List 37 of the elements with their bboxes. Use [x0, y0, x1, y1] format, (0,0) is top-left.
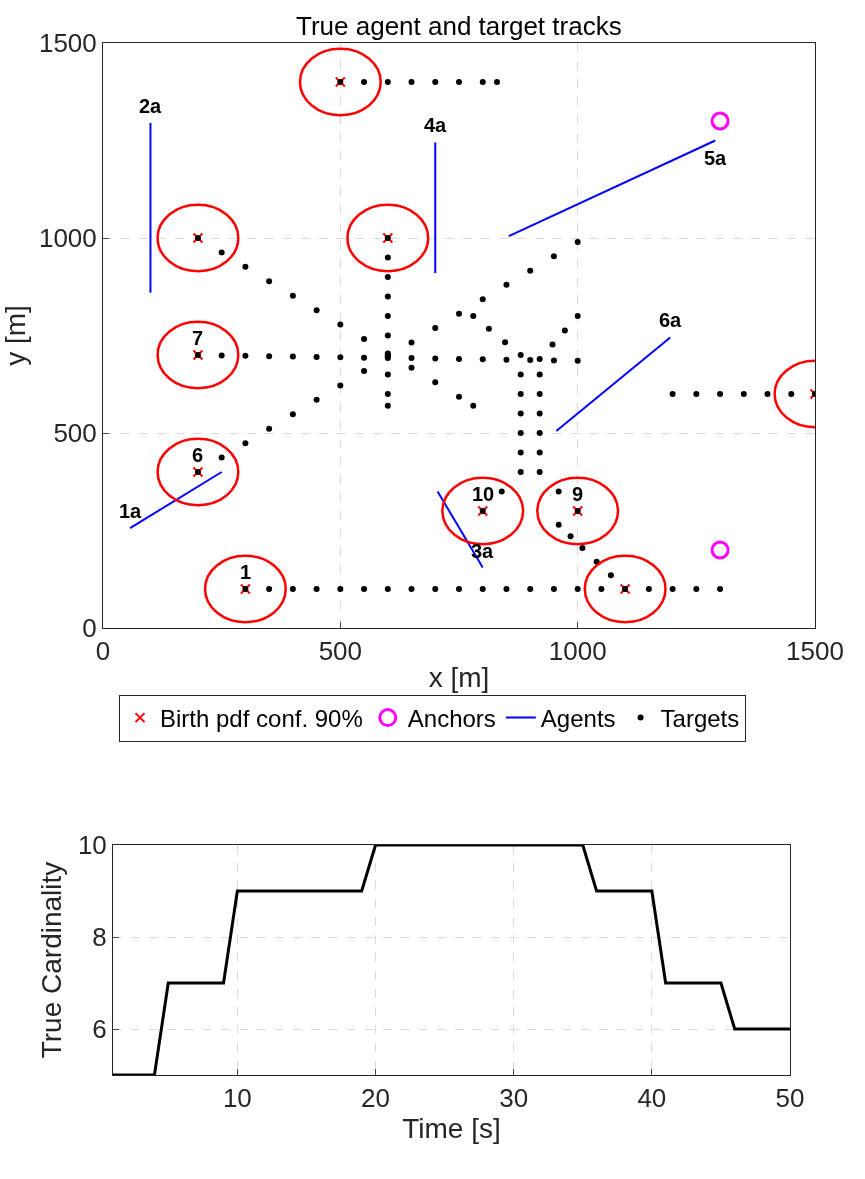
x-tick-label: 500: [318, 636, 363, 667]
annotation: 6a: [659, 309, 683, 331]
x-tick-label: 50: [775, 1083, 805, 1114]
y-tick-label: 1500: [38, 28, 97, 59]
legend-label: Birth pdf conf. 90%: [160, 704, 363, 732]
y-tick-label: 8: [92, 922, 107, 953]
point: [710, 111, 730, 131]
y-axis-title: y [m]: [0, 305, 31, 366]
legend-label: Agents: [540, 704, 616, 732]
annotation: 5a: [704, 147, 728, 169]
annotation: 6: [192, 444, 204, 466]
x-axis-title: Time [s]: [402, 1113, 501, 1145]
x-tick-label: 20: [361, 1083, 390, 1114]
y-tick-label: 500: [53, 418, 97, 449]
y-tick-label: 6: [92, 1014, 107, 1045]
x-tick-label: 10: [222, 1083, 252, 1114]
x-tick-label: 30: [499, 1083, 529, 1114]
x-axis-title: x [m]: [428, 662, 490, 694]
x-tick-label: 1000: [548, 636, 607, 667]
y-tick-label: 1000: [38, 223, 97, 254]
y-tick-label: 10: [77, 830, 107, 861]
line-series: [113, 845, 790, 1075]
annotation: 9: [572, 483, 584, 505]
annotation: 2a: [139, 95, 163, 117]
annotation: 10: [472, 483, 495, 505]
x-tick-label: 1500: [786, 636, 844, 667]
annotation: 7: [192, 327, 204, 349]
legend-label: Targets: [660, 704, 740, 732]
point: [710, 540, 730, 560]
annotation: 1: [240, 561, 252, 583]
y-tick-label: 0: [82, 613, 97, 644]
chart-title: True agent and target tracks: [296, 11, 622, 41]
annotation: 4a: [424, 114, 448, 136]
y-axis-title: True Cardinality: [35, 861, 67, 1059]
annotation: 1a: [119, 500, 143, 522]
legend-label: Anchors: [407, 704, 496, 732]
x-tick-label: 40: [637, 1083, 667, 1114]
